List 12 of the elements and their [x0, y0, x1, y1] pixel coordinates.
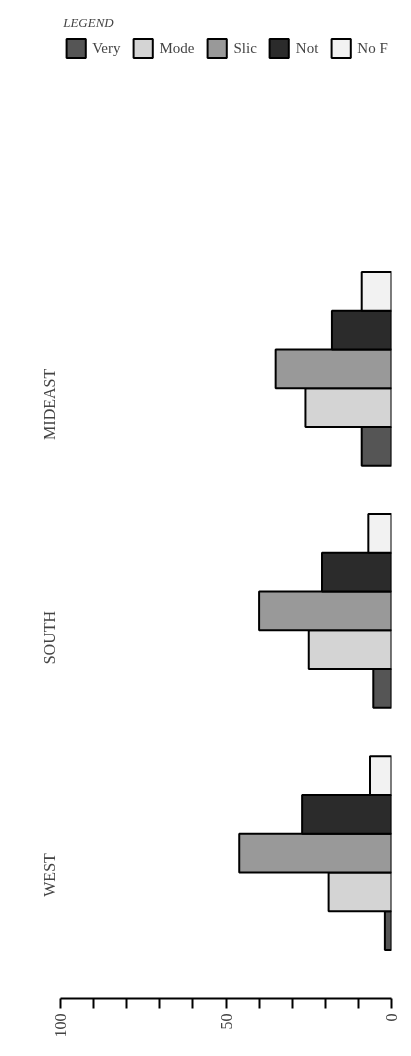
x-tick-label: 100	[52, 1013, 69, 1038]
y-tick-label: WEST	[41, 852, 58, 897]
y-tick-label: SOUTH	[41, 610, 58, 665]
legend-label: Mode	[159, 39, 195, 57]
x-tick-label: 50	[217, 1013, 235, 1030]
legend-title: LEGEND	[63, 15, 115, 31]
x-tick-label: 0	[383, 1013, 400, 1022]
legend-label: Slic	[233, 39, 257, 57]
legend-label: Very	[92, 39, 121, 57]
legend-label: No F	[357, 39, 388, 57]
legend-label: Not	[295, 39, 319, 57]
y-tick-label: MIDEAST	[41, 368, 58, 440]
